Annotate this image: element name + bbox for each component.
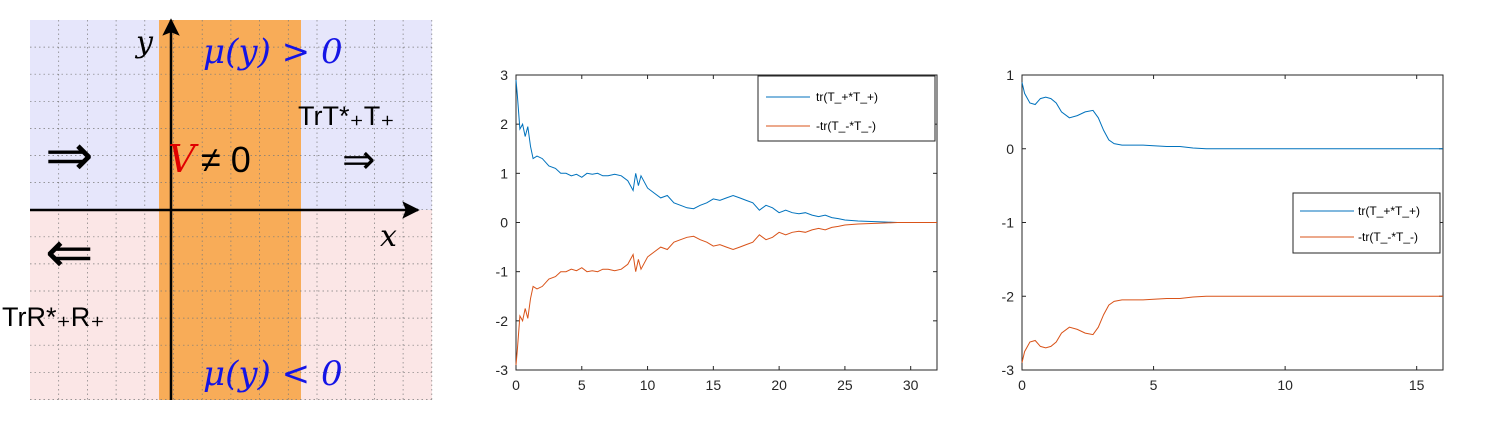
chart-1-x-tick-label: 0 xyxy=(512,377,520,393)
chart-2-legend: tr(T_+*T_+) -tr(T_-*T_-) xyxy=(1292,192,1441,254)
chart-2-y-tick-label: -2 xyxy=(1002,288,1015,304)
chart-1-legend: tr(T_+*T_+) -tr(T_-*T_-) xyxy=(757,75,936,142)
chart-1-x-tick-label: 15 xyxy=(706,377,722,393)
incoming-arrow-icon: ⇒ xyxy=(45,123,94,188)
chart-1: 0 5 10 15 20 25 30 -3 -2 -1 0 1 2 3 tr(T_+*T_+) -tr(T… xyxy=(496,67,938,393)
chart-1-y-tick-label: -1 xyxy=(496,264,509,280)
potential-nonzero-label: ≠ 0 xyxy=(201,139,251,180)
chart-1-y-tick-label: 3 xyxy=(500,67,508,83)
chart-2-legend-label-1: tr(T_+*T_+) xyxy=(1358,204,1420,218)
mu-negative-label: μ(y) < 0 xyxy=(203,354,343,394)
chart-1-x-tick-label: 5 xyxy=(578,377,586,393)
chart-1-y-tick-label: 1 xyxy=(500,165,508,181)
chart-2-series-1-line xyxy=(1021,82,1443,150)
y-axis-label: y xyxy=(134,25,154,60)
chart-2-y-tick-label: 0 xyxy=(1006,141,1014,157)
chart-1-series-2-line xyxy=(515,222,937,366)
chart-1-y-tick-label: 2 xyxy=(500,116,508,132)
chart-1-y-tick-label: -3 xyxy=(496,362,509,378)
mu-positive-label: μ(y) > 0 xyxy=(203,32,343,72)
chart-2-x-tick-label: 5 xyxy=(1150,377,1158,393)
chart-1-x-tick-label: 20 xyxy=(771,377,787,393)
reflected-arrow-icon: ⇐ xyxy=(45,220,94,285)
chart-1-x-tick-label: 25 xyxy=(837,377,853,393)
chart-2-y-tick-label: -1 xyxy=(1002,215,1015,231)
potential-V-label: V xyxy=(168,137,199,181)
transmission-label: TrT*₊T₊ xyxy=(298,101,394,131)
chart-2-y-tick-label: 1 xyxy=(1006,67,1014,83)
chart-1-legend-label-2: -tr(T_-*T_-) xyxy=(816,119,876,133)
chart-2-series-2-line xyxy=(1021,295,1443,363)
chart-2-legend-label-2: -tr(T_-*T_-) xyxy=(1358,230,1418,244)
chart-2-x-tick-label: 15 xyxy=(1409,377,1425,393)
chart-2-y-tick-label: -3 xyxy=(1002,362,1015,378)
chart-1-legend-label-1: tr(T_+*T_+) xyxy=(816,90,878,104)
chart-2-x-tick-label: 0 xyxy=(1018,377,1026,393)
reflection-label: TrR*₊R₊ xyxy=(2,302,105,332)
chart-2: 0 5 10 15 -3 -2 -1 0 1 tr(T_+*T_+) -tr(T_-*T_-) xyxy=(1002,67,1444,393)
transmitted-arrow-icon: ⇒ xyxy=(342,138,376,182)
chart-1-x-tick-label: 30 xyxy=(903,377,919,393)
x-axis-label: x xyxy=(380,219,397,254)
schematic-diagram: y x μ(y) > 0 μ(y) < 0 V ≠ 0 ⇒ ⇒ ⇐ TrT*₊T… xyxy=(2,18,433,400)
chart-1-series-1-line xyxy=(515,79,937,223)
chart-2-x-tick-label: 10 xyxy=(1277,377,1293,393)
chart-1-y-tick-label: -2 xyxy=(496,313,509,329)
chart-1-x-tick-label: 10 xyxy=(640,377,656,393)
chart-1-y-tick-label: 0 xyxy=(500,215,508,231)
